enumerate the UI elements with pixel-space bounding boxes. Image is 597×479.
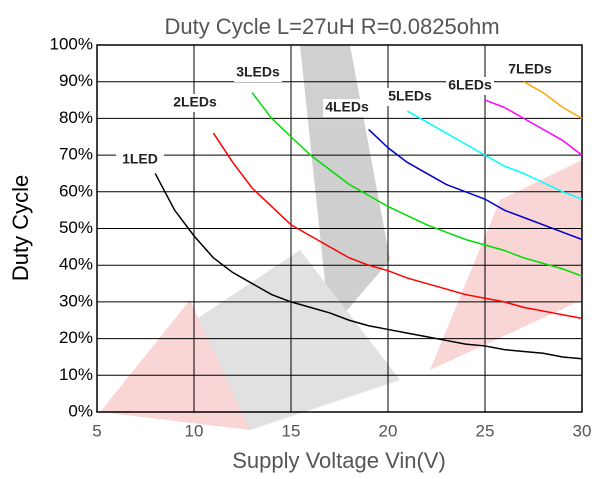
y-tick-label: 90% xyxy=(59,71,93,90)
legend-label-bg xyxy=(446,77,494,95)
y-tick-label: 10% xyxy=(59,365,93,384)
x-tick-label: 10 xyxy=(185,421,204,440)
legend-label: 5LEDs xyxy=(388,88,432,104)
series-line xyxy=(212,132,583,320)
legend-label-bg xyxy=(506,61,554,79)
x-axis-title: Supply Voltage Vin(V) xyxy=(232,448,446,473)
legend-label-bg xyxy=(234,64,282,82)
legend-label: 6LEDs xyxy=(448,77,492,93)
x-tick-label: 25 xyxy=(476,421,495,440)
x-tick-label: 20 xyxy=(379,421,398,440)
y-tick-label: 60% xyxy=(59,181,93,200)
legend-label-bg xyxy=(386,88,434,106)
legend-label-bg xyxy=(323,99,371,117)
series-line xyxy=(484,99,583,156)
series-line xyxy=(154,173,583,360)
legend-label: 7LEDs xyxy=(508,61,552,77)
series-line xyxy=(251,92,583,277)
plot-frame xyxy=(96,44,583,413)
series-line xyxy=(407,110,583,200)
y-tick-label: 0% xyxy=(68,401,93,420)
y-tick-label: 50% xyxy=(59,218,93,237)
legend-label: 3LEDs xyxy=(236,64,280,80)
x-tick-label: 5 xyxy=(92,421,101,440)
watermark xyxy=(100,45,582,430)
legend-label: 4LEDs xyxy=(325,99,369,115)
x-tick-label: 30 xyxy=(573,421,592,440)
legend-label-bg xyxy=(116,151,164,169)
y-tick-label: 80% xyxy=(59,108,93,127)
y-tick-label: 30% xyxy=(59,291,93,310)
series-line xyxy=(523,81,583,120)
legend-label-bg xyxy=(171,94,219,112)
y-tick-label: 40% xyxy=(59,255,93,274)
y-tick-label: 70% xyxy=(59,145,93,164)
legend-label: 2LEDs xyxy=(173,94,217,110)
y-tick-label: 100% xyxy=(50,34,93,53)
chart-title: Duty Cycle L=27uH R=0.0825ohm xyxy=(164,14,499,39)
legend-label: 1LED xyxy=(122,151,158,167)
x-tick-label: 15 xyxy=(282,421,301,440)
y-axis-title: Duty Cycle xyxy=(8,175,33,281)
series-line xyxy=(368,128,583,241)
y-tick-label: 20% xyxy=(59,328,93,347)
